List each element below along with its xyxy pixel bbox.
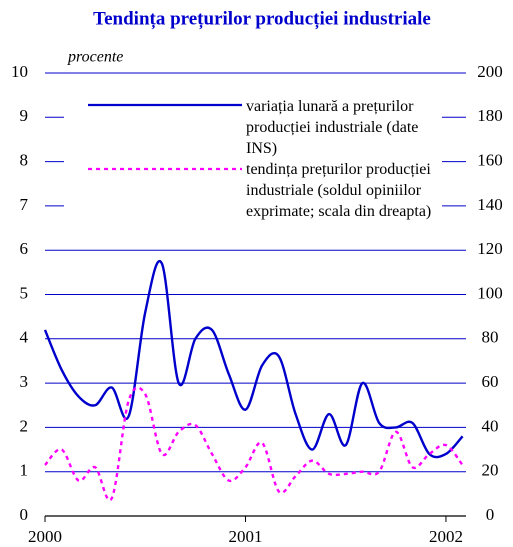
y-tick-label: 0 (20, 505, 29, 524)
y-tick-label: 6 (20, 239, 29, 258)
y2-tick-label: 20 (482, 461, 499, 480)
x-tick-label: 2001 (228, 527, 262, 546)
legend-box (64, 80, 442, 238)
x-tick-label: 2000 (28, 527, 62, 546)
y-tick-label: 7 (20, 195, 29, 214)
y2-tick-label: 180 (477, 106, 503, 125)
y-tick-label: 8 (20, 151, 29, 170)
y2-tick-label: 40 (482, 416, 499, 435)
legend-label: tendința prețurilor producției industria… (246, 161, 432, 220)
y-tick-label: 4 (20, 328, 29, 347)
y2-tick-label: 100 (477, 283, 503, 302)
series-line (43, 260, 464, 459)
x-tick-label: 2002 (429, 527, 463, 546)
y-axis-label: procente (67, 49, 123, 66)
y-tick-label: 1 (20, 461, 29, 480)
y2-tick-label: 200 (477, 62, 503, 81)
y-tick-label: 9 (20, 106, 29, 125)
legend-label: variația lunară a prețurilor producției … (246, 98, 419, 157)
y-tick-label: 3 (20, 372, 29, 391)
y2-tick-label: 80 (482, 328, 499, 347)
y2-tick-label: 60 (482, 372, 499, 391)
y-tick-label: 5 (20, 283, 29, 302)
y-tick-label: 2 (20, 416, 29, 435)
y-tick-label: 10 (11, 62, 28, 81)
y2-tick-label: 140 (477, 195, 503, 214)
y2-tick-label: 160 (477, 151, 503, 170)
series-line (44, 386, 464, 502)
chart-title: Tendința prețurilor producției industria… (93, 8, 431, 29)
y2-tick-label: 120 (477, 239, 503, 258)
y2-tick-label: 0 (486, 505, 495, 524)
